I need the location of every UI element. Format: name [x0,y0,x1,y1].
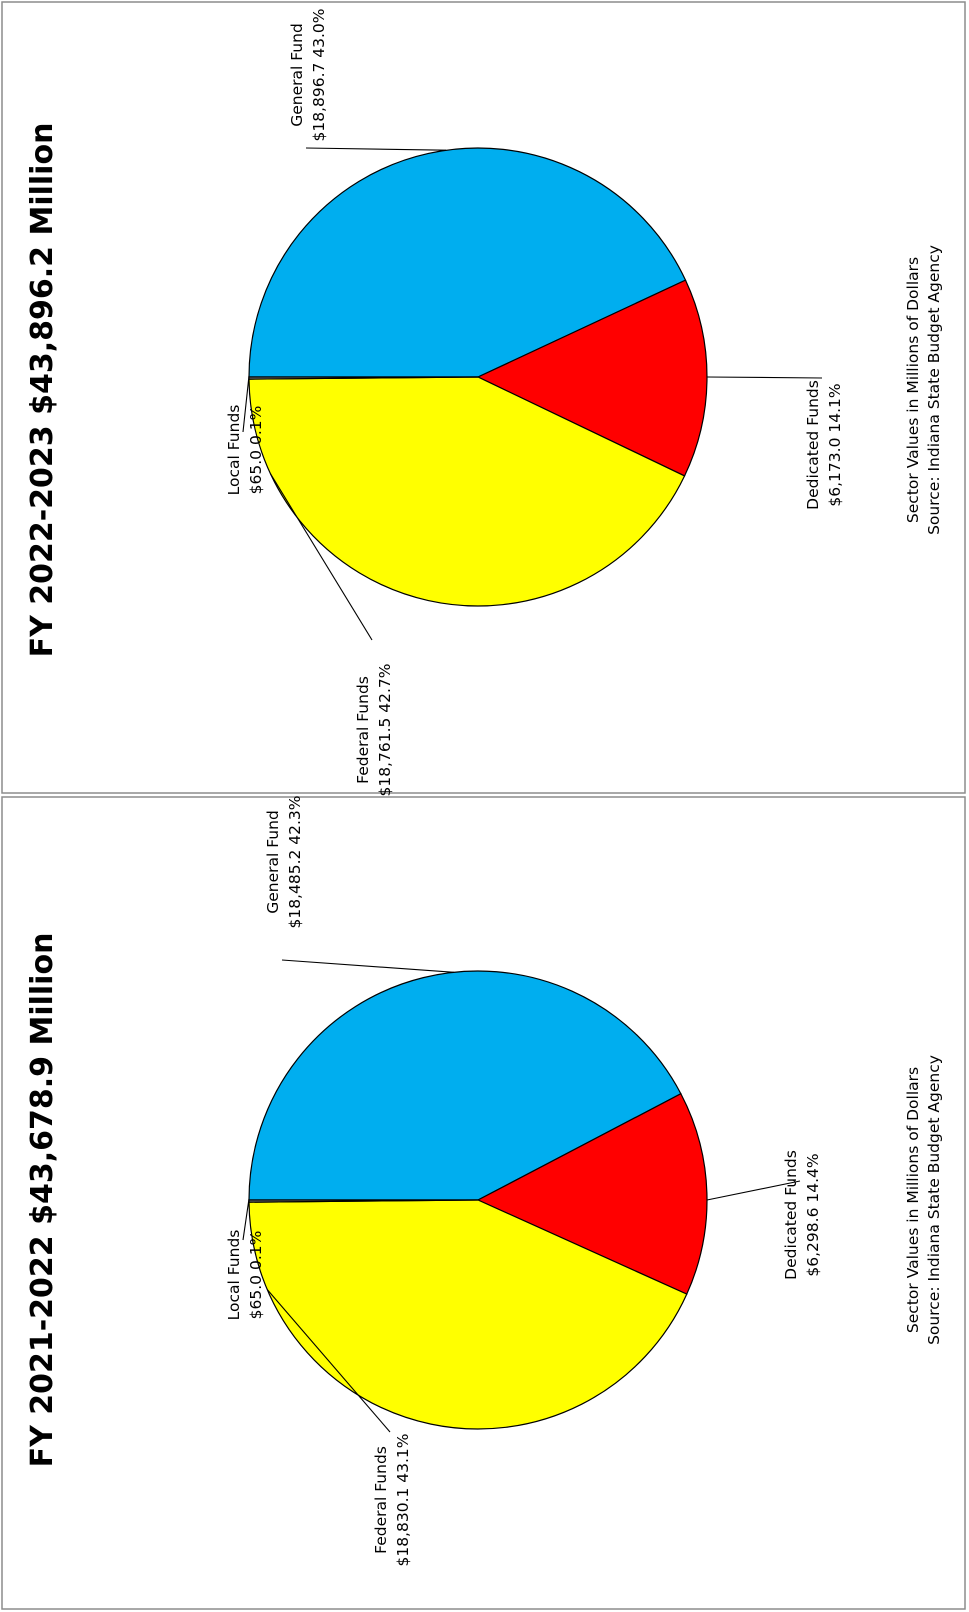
slice-value: $6,173.0 14.1% [826,383,844,506]
slice-labels: General Fund $18,485.2 42.3% Dedicated Fun… [225,795,822,1566]
slice-name: General Fund [264,810,282,914]
chart-title: FY 2022-2023 $43,896.2 Million [25,123,60,658]
slice-name: Federal Funds [354,676,372,784]
slice-value: $65.0 0.1% [247,1231,265,1320]
pie-slice-dedicated-funds [476,279,708,477]
slice-name: General Fund [288,23,306,127]
leader-line-dedicated-funds [706,376,823,379]
pie-slice-general-fund [248,970,682,1201]
chart-note: Sector Values in Millions of Dollars Sou… [904,245,943,535]
slice-name: Dedicated Funds [804,380,822,510]
pie-slice-federal-funds [248,376,686,607]
note-units: Sector Values in Millions of Dollars [904,1067,922,1333]
slice-label-local-funds: Local Funds $65.0 0.1% [225,405,265,496]
slice-value: $18,896.7 43.0% [310,8,328,141]
note-units: Sector Values in Millions of Dollars [904,257,922,523]
leader-line-local-funds [242,375,250,433]
pie-slice-dedicated-funds [476,1092,708,1295]
pie-slice-federal-funds [248,1199,688,1430]
slice-name: Dedicated Funds [782,1150,800,1280]
slice-label-dedicated-funds: Dedicated Funds $6,298.6 14.4% [782,1150,822,1280]
pie-panel-fy-2022-2023: FY 2022-2023 $43,896.2 Million General F… [1,1,966,797]
panel-border [1,796,966,1610]
slice-label-general-fund: General Fund $18,896.7 43.0% [288,8,328,141]
slice-label-general-fund: General Fund $18,485.2 42.3% [264,795,304,928]
note-source: Source: Indiana State Budget Agency [925,1055,943,1345]
slice-value: $18,485.2 42.3% [286,795,304,928]
slice-label-federal-funds: Federal Funds $18,761.5 42.7% [354,663,394,796]
slice-label-federal-funds: Federal Funds $18,830.1 43.1% [372,1433,412,1566]
chart-note: Sector Values in Millions of Dollars Sou… [904,1055,943,1345]
pie-slices [248,147,708,607]
pie-slice-general-fund [248,147,687,378]
leader-lines [242,147,823,641]
leader-line-general-fund [305,147,447,151]
chart-title: FY 2021-2022 $43,678.9 Million [25,933,60,1468]
pie-slices [248,970,708,1430]
slice-value: $65.0 0.1% [247,406,265,495]
leader-line-local-funds [242,1198,250,1241]
slice-value: $18,830.1 43.1% [394,1433,412,1566]
slice-labels: General Fund $18,896.7 43.0% Dedicated Fun… [225,8,844,796]
leader-line-general-fund [281,959,455,973]
slice-label-local-funds: Local Funds $65.0 0.1% [225,1230,265,1321]
slice-label-dedicated-funds: Dedicated Funds $6,173.0 14.1% [804,380,844,510]
slice-value: $6,298.6 14.4% [804,1153,822,1276]
leader-line-federal-funds [270,473,373,641]
panel-border [1,1,966,794]
pie-panel-fy-2021-2022: FY 2021-2022 $43,678.9 Million General F… [1,795,966,1610]
slice-value: $18,761.5 42.7% [376,663,394,796]
slice-name: Local Funds [225,405,243,496]
slice-name: Local Funds [225,1230,243,1321]
slice-name: Federal Funds [372,1446,390,1554]
leader-line-dedicated-funds [706,1180,801,1201]
leader-line-federal-funds [266,1289,391,1433]
note-source: Source: Indiana State Budget Agency [925,245,943,535]
leader-lines [242,959,801,1433]
